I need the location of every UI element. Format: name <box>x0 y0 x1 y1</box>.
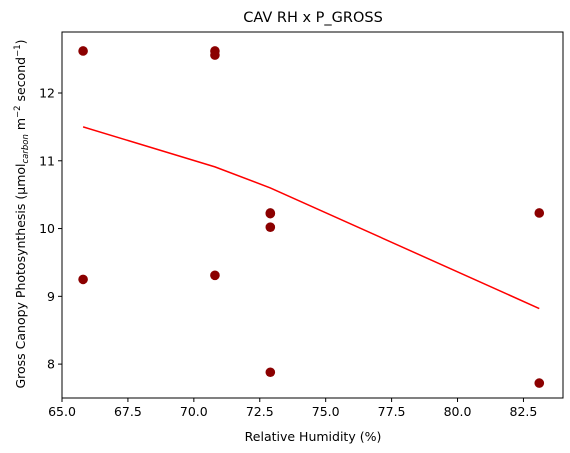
y-tick-label: 9 <box>47 289 55 304</box>
data-point <box>78 274 88 285</box>
y-tick-label: 12 <box>39 86 55 101</box>
trend-line <box>82 126 540 310</box>
axes-frame <box>61 31 564 399</box>
data-point <box>265 222 276 232</box>
data-point <box>534 208 545 218</box>
chart-title: CAV RH x P_GROSS <box>243 10 383 26</box>
x-tick-label: 82.5 <box>510 404 538 419</box>
x-tick-label: 70.0 <box>180 404 208 419</box>
y-tick-label: 11 <box>39 153 55 168</box>
y-tick-label: 10 <box>39 221 55 236</box>
x-tick-label: 80.0 <box>444 404 472 419</box>
data-point <box>534 378 545 388</box>
data-point <box>210 270 220 281</box>
x-tick-label: 65.0 <box>48 404 76 419</box>
plot-area: 65.0 67.5 70.0 72.5 75.0 77.5 80.0 82.5 8 9 10 11 12 <box>39 31 564 419</box>
data-point <box>265 367 276 378</box>
y-tick-label: 8 <box>47 357 55 372</box>
y-axis-label: Gross Canopy Photosynthesis (μmolcarbon … <box>13 39 31 388</box>
x-tick-label: 72.5 <box>246 404 274 419</box>
data-point <box>210 50 220 60</box>
x-tick-label: 67.5 <box>114 404 142 419</box>
data-point <box>78 46 88 56</box>
data-point <box>265 208 276 219</box>
x-axis-label: Relative Humidity (%) <box>245 429 382 444</box>
x-tick-label: 75.0 <box>312 404 340 419</box>
x-tick-label: 77.5 <box>378 404 406 419</box>
